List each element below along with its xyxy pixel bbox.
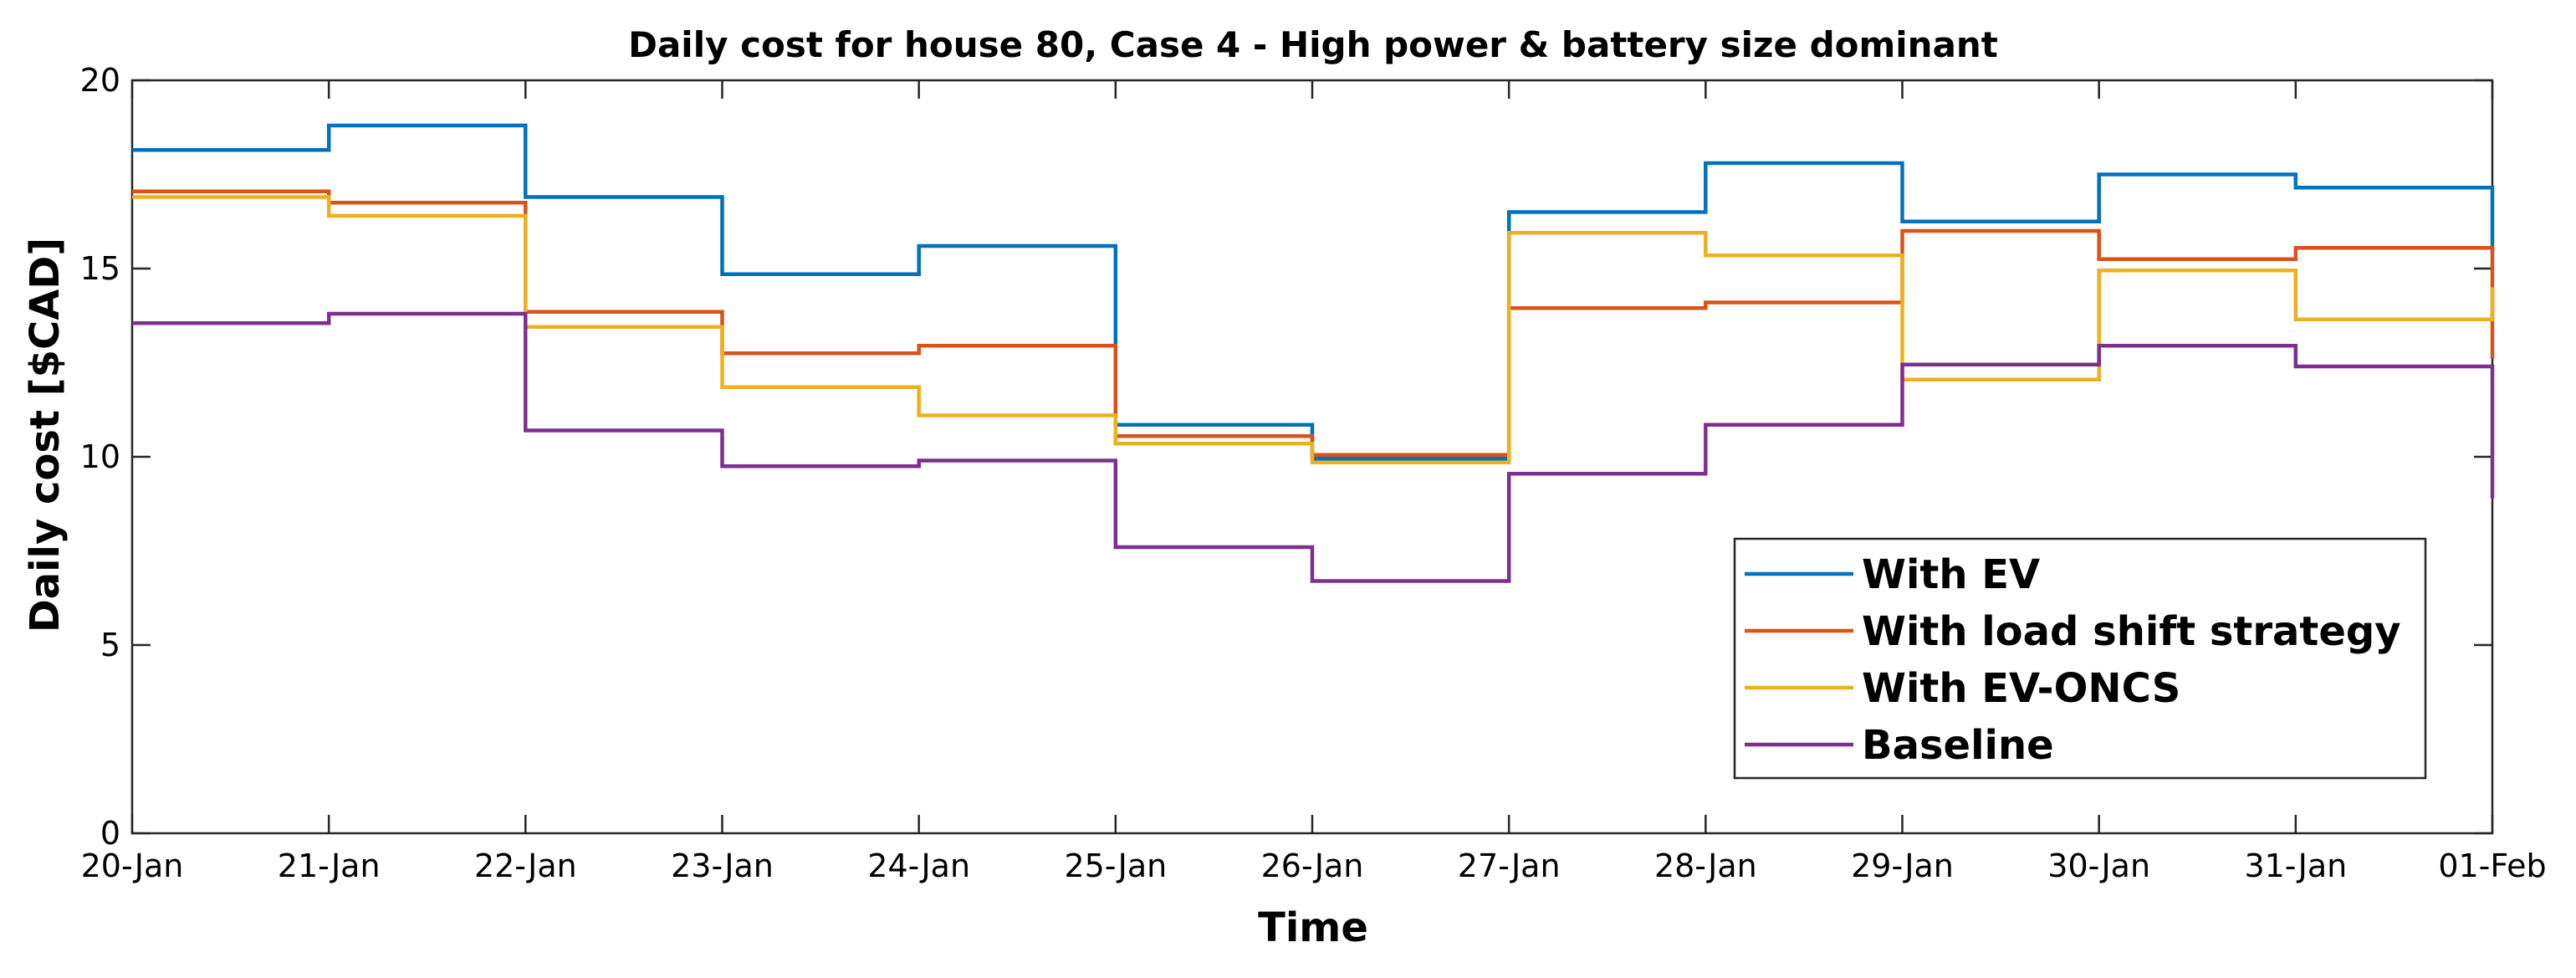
series-line-baseline [132, 311, 2495, 583]
plot-area: 0 5 10 15 20 20-Jan 21-Jan 22-Jan 23-Jan 24-Jan 25… [80, 62, 2547, 884]
x-tick-label: 24-Jan [867, 847, 970, 884]
y-axis-label: Daily cost [$CAD] [22, 238, 69, 632]
x-tick-label: 22-Jan [474, 847, 577, 884]
x-tick-label: 27-Jan [1458, 847, 1561, 884]
y-tick-label: 5 [100, 627, 120, 663]
x-tick-label: 21-Jan [278, 847, 381, 884]
legend-label-with-ev: With EV [1862, 551, 2040, 598]
legend-label-baseline: Baseline [1862, 722, 2054, 769]
x-tick-label: 23-Jan [671, 847, 774, 884]
x-tick-label: 20-Jan [81, 847, 184, 884]
x-tick-label: 26-Jan [1261, 847, 1364, 884]
legend: With EV With load shift strategy With EV-O… [1733, 537, 2427, 780]
x-tick-label: 31-Jan [2244, 847, 2347, 884]
x-axis-label: Time [1258, 904, 1368, 951]
x-tick-label: 28-Jan [1654, 847, 1757, 884]
legend-label-with-load-shift-strategy: With load shift strategy [1862, 608, 2401, 655]
y-tick-label: 15 [80, 250, 120, 287]
x-tick-label: 01-Feb [2438, 847, 2546, 884]
legend-box [1733, 537, 2427, 780]
y-tick-label: 20 [80, 62, 120, 99]
x-tick-label: 29-Jan [1851, 847, 1954, 884]
x-tick-label: 25-Jan [1064, 847, 1167, 884]
y-tick-label: 10 [80, 438, 120, 475]
x-tick-label: 30-Jan [2047, 847, 2150, 884]
y-tick-label: 0 [100, 815, 120, 852]
legend-label-with-ev-oncs: With EV-ONCS [1862, 665, 2180, 712]
chart-title: Daily cost for house 80, Case 4 - High p… [628, 24, 1998, 65]
